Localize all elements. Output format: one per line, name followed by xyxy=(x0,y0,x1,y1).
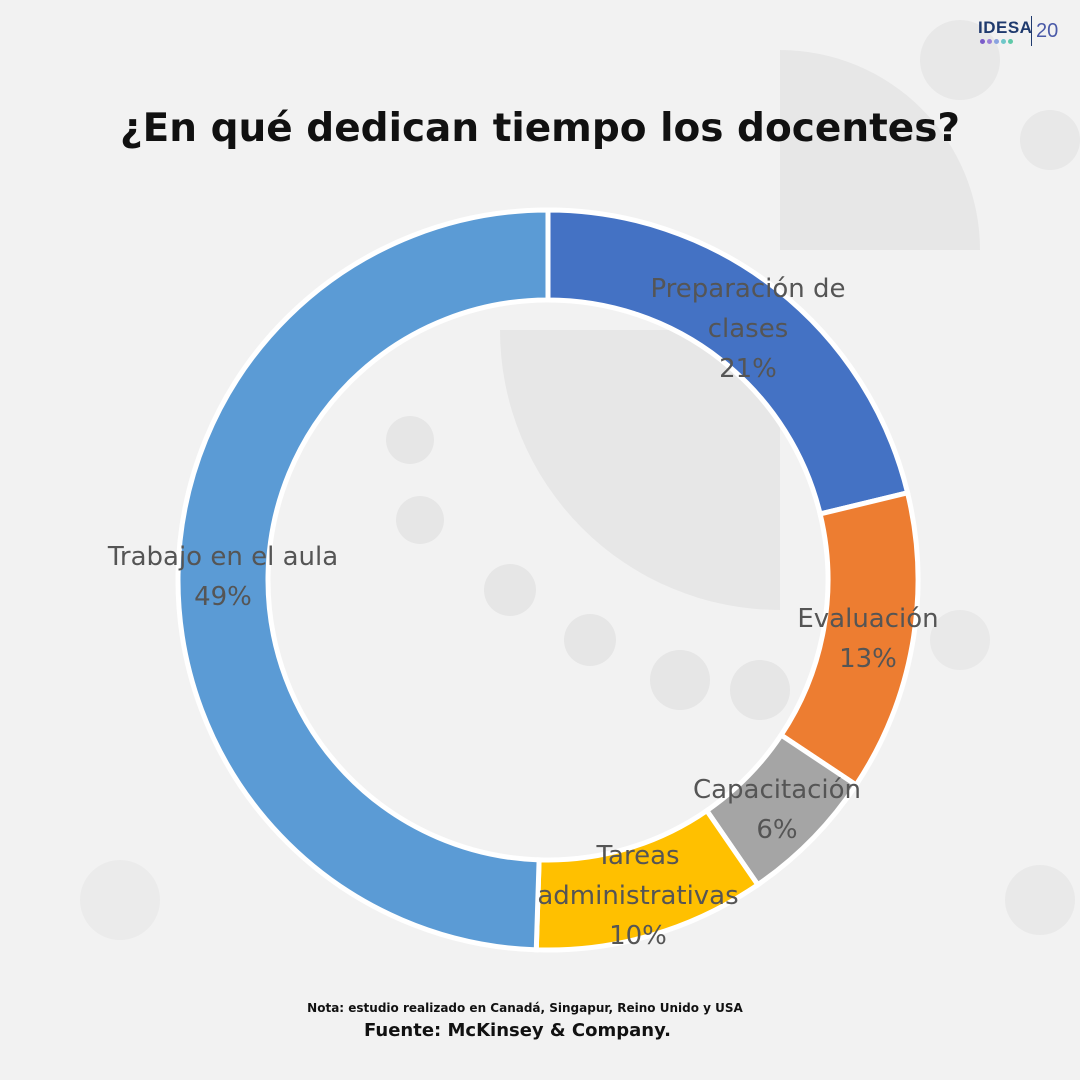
logo-dot xyxy=(1008,39,1013,44)
slice-label: Capacitación 6% xyxy=(693,775,861,845)
slice-name-label: Evaluación xyxy=(797,604,938,634)
slice-name-label: Tareas xyxy=(595,841,679,871)
slice-name-label: Capacitación xyxy=(693,775,861,805)
slice-value-label: 6% xyxy=(756,815,797,845)
logo-dot xyxy=(994,39,999,44)
logo-dot xyxy=(980,39,985,44)
slice-name-label: administrativas xyxy=(537,881,738,911)
chart-title: ¿En qué dedican tiempo los docentes? xyxy=(119,106,961,151)
footnote: Nota: estudio realizado en Canadá, Singa… xyxy=(307,1001,743,1015)
logo-dot xyxy=(1001,39,1006,44)
slice-value-label: 21% xyxy=(719,354,777,384)
idesa-logo: IDESA 20 xyxy=(978,14,1074,50)
slice-value-label: 13% xyxy=(839,644,897,674)
logo-number: 20 xyxy=(1036,20,1059,42)
slice-value-label: 10% xyxy=(609,921,667,951)
slice-name-label: clases xyxy=(708,314,789,344)
slice-label: Tareas administrativas 10% xyxy=(537,841,738,951)
slice-label: Trabajo en el aula 49% xyxy=(107,542,338,612)
slice-value-label: 49% xyxy=(194,582,252,612)
source-line: Fuente: McKinsey & Company. xyxy=(363,1020,671,1041)
slice-label: Preparación de clases 21% xyxy=(650,274,845,384)
slice-label: Evaluación 13% xyxy=(797,604,938,674)
donut-slice-2 xyxy=(777,489,921,789)
slice-name-label: Trabajo en el aula xyxy=(107,542,338,572)
logo-dot xyxy=(987,39,992,44)
logo-separator xyxy=(1031,16,1032,46)
logo-text: IDESA xyxy=(978,18,1033,37)
logo-dots xyxy=(980,39,1013,44)
slice-name-label: Preparación de xyxy=(650,274,845,304)
donut-slice-5 xyxy=(175,207,551,953)
